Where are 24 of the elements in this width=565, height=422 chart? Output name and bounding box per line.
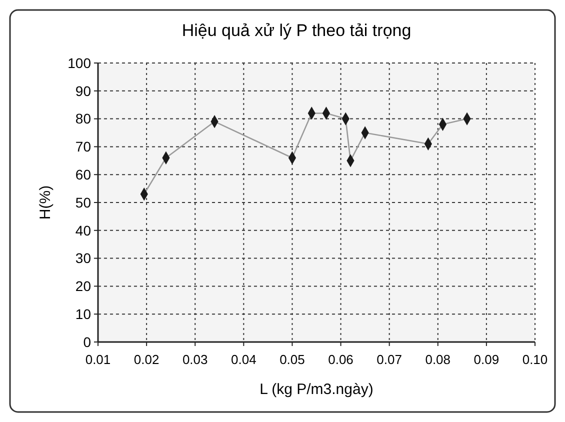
x-tick-label: 0.03 bbox=[182, 352, 208, 367]
x-tick-label: 0.02 bbox=[134, 352, 160, 367]
y-tick-label: 60 bbox=[75, 166, 92, 182]
y-tick-label: 20 bbox=[75, 278, 92, 294]
y-tick-label: 90 bbox=[75, 82, 92, 99]
y-tick-label: 100 bbox=[68, 54, 92, 71]
y-tick-label: 70 bbox=[75, 138, 92, 155]
x-tick-label: 0.01 bbox=[85, 352, 111, 367]
x-tick-label: 0.04 bbox=[231, 352, 256, 367]
x-tick-label: 0.08 bbox=[425, 352, 451, 367]
y-tick-label: 50 bbox=[75, 194, 92, 210]
y-tick-label: 30 bbox=[75, 250, 92, 266]
x-tick-label: 0.05 bbox=[280, 352, 305, 367]
x-tick-label: 0.09 bbox=[474, 352, 500, 367]
chart-title: Hiệu quả xử lý P theo tải trọng bbox=[182, 21, 412, 40]
y-tick-label: 0 bbox=[83, 334, 92, 350]
x-axis-title: L (kg P/m3.ngày) bbox=[260, 381, 374, 398]
y-axis-title: H(%) bbox=[37, 185, 54, 220]
y-tick-label: 80 bbox=[75, 110, 92, 127]
x-tick-label: 0.06 bbox=[328, 352, 354, 367]
x-tick-label: 0.07 bbox=[376, 352, 402, 367]
y-tick-label: 40 bbox=[75, 222, 92, 238]
x-tick-label: 0.10 bbox=[522, 352, 548, 367]
y-tick-label: 10 bbox=[75, 306, 92, 322]
